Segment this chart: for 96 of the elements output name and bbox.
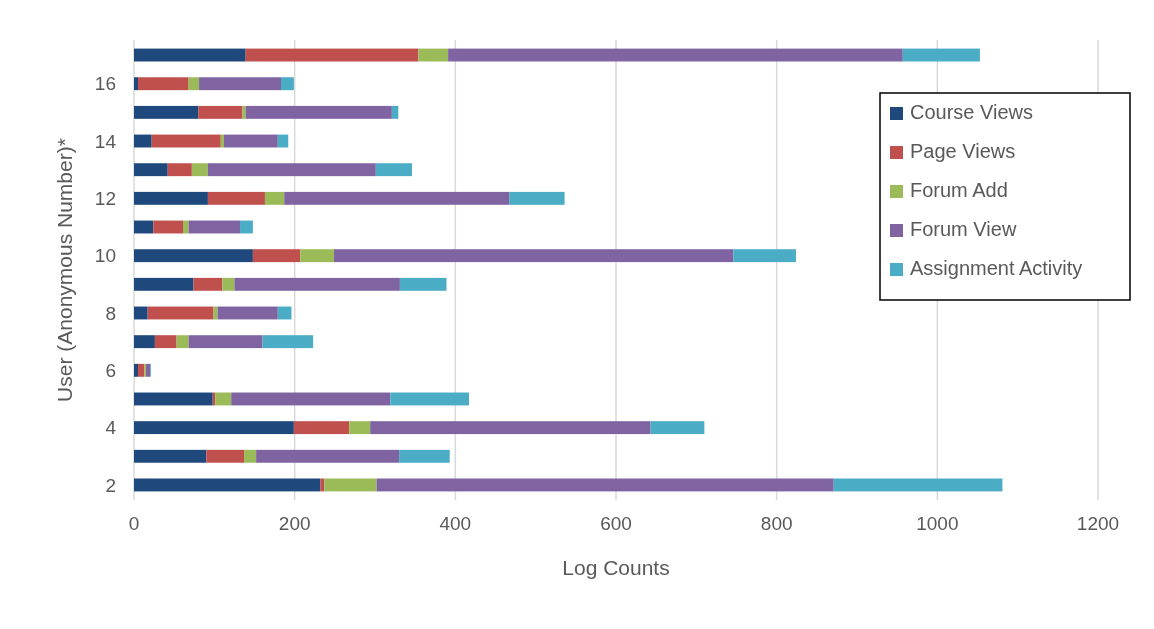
bar [193, 277, 223, 291]
bar [399, 277, 447, 291]
y-tick-label: 14 [94, 130, 117, 152]
bar [300, 249, 335, 263]
legend-label: Assignment Activity [910, 257, 1083, 279]
bar [134, 478, 321, 492]
y-axis-title: User (Anonymous Number)* [53, 138, 76, 402]
bar [134, 449, 207, 463]
bar [650, 421, 705, 435]
bar [134, 249, 253, 263]
y-tick-label: 10 [94, 245, 116, 267]
bar [262, 335, 314, 349]
legend-label: Page Views [910, 140, 1016, 162]
bar [370, 421, 651, 435]
bar [245, 105, 392, 119]
bar [167, 163, 192, 177]
bar [134, 48, 246, 62]
bar [245, 48, 419, 62]
bar [376, 478, 834, 492]
bar [153, 220, 183, 234]
bar [134, 163, 168, 177]
bar [256, 449, 400, 463]
bar [242, 105, 246, 119]
bar [134, 191, 208, 205]
bar [334, 249, 734, 263]
x-tick-label: 200 [278, 513, 311, 534]
bar [134, 277, 194, 291]
bar [134, 392, 213, 406]
bar [252, 249, 301, 263]
bar [188, 220, 241, 234]
bar [733, 249, 796, 263]
bar [134, 306, 148, 320]
y-tick-label: 2 [105, 474, 116, 496]
bar [509, 191, 565, 205]
bar [154, 335, 177, 349]
bar [324, 478, 377, 492]
y-tick-label: 12 [94, 188, 116, 209]
y-tick-label: 6 [105, 359, 116, 381]
bar [223, 134, 278, 148]
bar [244, 449, 257, 463]
bar [199, 77, 282, 91]
x-tick-label: 400 [439, 513, 472, 534]
bar [264, 191, 285, 205]
bar [138, 77, 189, 91]
bar [284, 191, 510, 205]
bar [293, 421, 350, 435]
bar [188, 77, 200, 91]
bar [418, 48, 449, 62]
bar [134, 363, 139, 377]
bar [281, 77, 294, 91]
bar [833, 478, 1003, 492]
bar [215, 392, 232, 406]
legend-label: Course Views [910, 101, 1034, 123]
bar [188, 335, 263, 349]
bar [349, 421, 371, 435]
bar [191, 163, 208, 177]
bar [320, 478, 325, 492]
bar [375, 163, 412, 177]
x-tick-label: 1200 [1076, 513, 1120, 534]
bar [391, 105, 399, 119]
bar [134, 77, 139, 91]
bar [207, 191, 265, 205]
bar [234, 277, 400, 291]
bar [206, 449, 245, 463]
bar [231, 392, 391, 406]
bar [390, 392, 469, 406]
x-tick-label: 600 [600, 513, 632, 534]
bar [176, 335, 189, 349]
y-tick-label: 4 [105, 417, 117, 439]
y-tick-label: 8 [105, 302, 116, 324]
legend-label: Forum View [910, 218, 1017, 240]
bar [217, 306, 278, 320]
x-tick-label: 0 [128, 513, 140, 534]
x-tick-label: 800 [760, 513, 793, 534]
bar [240, 220, 253, 234]
bar [134, 105, 199, 119]
bar [213, 306, 218, 320]
bar [147, 306, 214, 320]
bar [134, 335, 155, 349]
bar [151, 134, 221, 148]
bar [183, 220, 189, 234]
bar [399, 449, 450, 463]
bar [134, 220, 154, 234]
x-tick-label: 1000 [916, 513, 959, 534]
legend-label: Forum Add [910, 179, 1008, 201]
bar [134, 421, 294, 435]
bar [902, 48, 980, 62]
bar [146, 363, 151, 377]
bar [138, 363, 145, 377]
x-axis-title: Log Counts [562, 556, 670, 579]
bar [198, 105, 243, 119]
bar [448, 48, 903, 62]
y-tick-label: 16 [94, 73, 116, 95]
bar [222, 277, 235, 291]
bar [134, 134, 152, 148]
bar [207, 163, 376, 177]
